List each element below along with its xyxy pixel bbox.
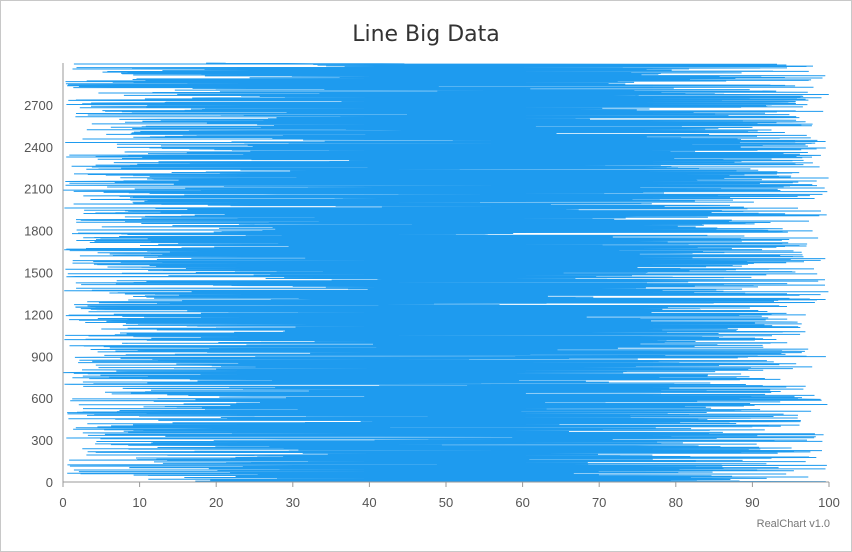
x-tick-label: 20 (209, 495, 223, 510)
y-tick-label: 0 (46, 475, 53, 490)
x-tick-label: 0 (59, 495, 66, 510)
y-tick-label: 2700 (24, 98, 53, 113)
x-tick-label: 60 (515, 495, 529, 510)
y-tick-label: 600 (31, 391, 53, 406)
chart-title: Line Big Data (352, 22, 500, 47)
y-tick-label: 2400 (24, 140, 53, 155)
x-tick-label: 30 (286, 495, 300, 510)
x-tick-label: 40 (362, 495, 376, 510)
y-tick-label: 1800 (24, 224, 53, 239)
axes: 0 300 600 900 1200 1500 1800 2100 2400 2700 0 10 20 3… (24, 63, 840, 510)
x-tick-label: 70 (592, 495, 606, 510)
x-tick-label: 10 (132, 495, 146, 510)
y-tick-label: 1500 (24, 266, 53, 281)
x-tick-label: 50 (439, 495, 453, 510)
series-line (63, 62, 829, 483)
chart-credit: RealChart v1.0 (756, 518, 830, 530)
x-tick-label: 80 (669, 495, 683, 510)
y-tick-label: 1200 (24, 307, 53, 322)
y-tick-label: 2100 (24, 182, 53, 197)
y-tick-label: 900 (31, 349, 53, 364)
x-tick-label: 100 (818, 495, 840, 510)
series-line-group (63, 62, 829, 483)
y-tick-label: 300 (31, 433, 53, 448)
x-tick-label: 90 (745, 495, 759, 510)
